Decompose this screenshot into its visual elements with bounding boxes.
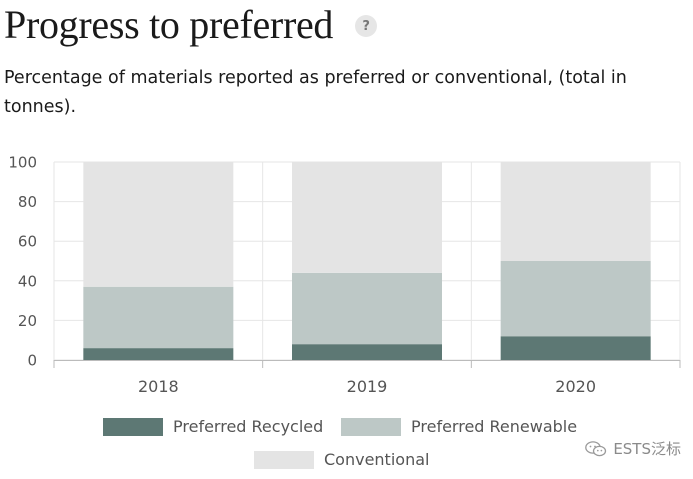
legend-swatch-renewable [341, 417, 401, 436]
watermark: ESTS泛标 [585, 438, 681, 459]
legend-swatch-recycled [103, 417, 163, 436]
title-row: Progress to preferred ? [4, 0, 378, 48]
bar-segment-0 [83, 348, 234, 360]
x-tick-label: 2018 [138, 377, 179, 396]
legend-item-recycled[interactable]: Preferred Recycled [103, 417, 323, 436]
bar-segment-0 [292, 344, 442, 360]
bar-segment-0 [500, 336, 651, 360]
legend-label-conventional: Conventional [324, 450, 430, 469]
y-tick-label: 20 [18, 312, 37, 330]
y-tick-label: 0 [27, 352, 37, 370]
legend-label-recycled: Preferred Recycled [173, 417, 324, 436]
legend-label-renewable: Preferred Renewable [411, 417, 578, 436]
bar-segment-1 [83, 286, 234, 349]
legend-item-conventional[interactable]: Conventional [254, 450, 429, 469]
stacked-bar-chart: 0 20 40 60 80 100 2018 2019 2020 [8, 154, 681, 396]
bar-segment-2 [292, 162, 442, 273]
page-title: Progress to preferred [4, 1, 334, 47]
y-tick-label: 40 [18, 272, 37, 290]
bar-segment-2 [500, 162, 651, 261]
y-tick-label: 60 [18, 233, 37, 251]
x-tick-label: 2019 [347, 377, 388, 396]
chart-subtitle: Percentage of materials reported as pref… [4, 68, 627, 117]
bar-segment-1 [292, 272, 442, 345]
help-icon[interactable]: ? [355, 15, 378, 37]
legend-swatch-conventional [254, 450, 314, 469]
y-tick-label: 80 [18, 193, 37, 211]
x-tick-label: 2020 [555, 377, 596, 396]
bar-segment-2 [83, 162, 234, 287]
bar-segment-1 [500, 261, 651, 337]
y-tick-label: 100 [8, 154, 37, 172]
legend-item-renewable[interactable]: Preferred Renewable [341, 417, 577, 436]
watermark-text: ESTS泛标 [613, 440, 681, 458]
wechat-icon [585, 440, 607, 456]
